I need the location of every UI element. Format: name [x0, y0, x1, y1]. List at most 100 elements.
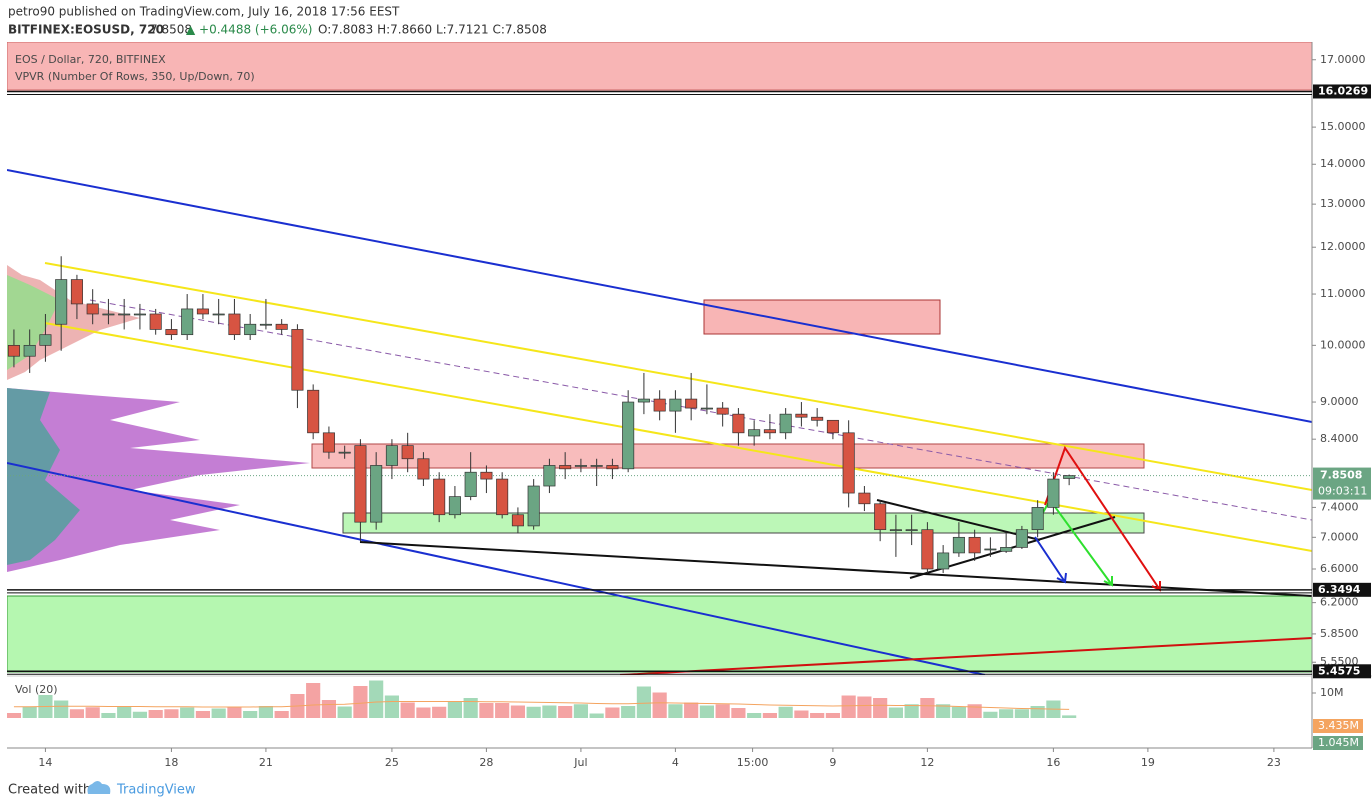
volume-profile [7, 388, 80, 565]
last: 7.8508 [150, 23, 192, 37]
y-tick-label: 7.0000 [1320, 530, 1359, 543]
level-label: 6.3494 [1318, 583, 1361, 596]
x-tick-label: 15:00 [737, 756, 769, 769]
level-label-box [1313, 664, 1371, 679]
trend-line [44, 262, 1312, 491]
volume-profile [7, 388, 310, 572]
trend-line [44, 322, 1312, 552]
countdown: 09:03:11 [1318, 485, 1367, 498]
trend-line [89, 299, 1312, 521]
level-label-box [1313, 582, 1371, 597]
volume-bar [54, 700, 69, 718]
logo [87, 781, 111, 794]
candle-body [779, 413, 792, 434]
x-tick-label: 23 [1267, 756, 1281, 769]
candle-body [858, 492, 871, 505]
y-tick-label: 6.6000 [1320, 562, 1359, 575]
level-label: 5.4575 [1318, 664, 1360, 677]
volume-bar [873, 698, 888, 718]
arrow [1034, 536, 1067, 584]
drawings [7, 42, 1312, 675]
candle-body [212, 313, 225, 316]
candle-body [1031, 507, 1044, 531]
publisher: petro90 published on TradingView.com, Ju… [8, 5, 400, 19]
candle-body [55, 279, 68, 325]
x-tick-label: 18 [164, 756, 178, 769]
volume-bar [589, 713, 604, 718]
candle-body [322, 432, 335, 453]
candle-body [984, 548, 997, 551]
candle-body [527, 485, 540, 527]
volume-bar [495, 703, 510, 718]
zone [311, 443, 1145, 469]
zone [703, 299, 941, 335]
candle-body [23, 344, 36, 357]
candle-body [70, 279, 83, 305]
volume-bar [920, 698, 935, 718]
y-tick-label: 5.8500 [1320, 627, 1359, 640]
series-group [7, 256, 1076, 574]
candle-body [244, 323, 257, 336]
volume-bar [841, 695, 856, 718]
series-group [7, 680, 1077, 718]
y-tick-label: 14.0000 [1320, 157, 1366, 170]
candle-body [732, 413, 745, 434]
candle-body [968, 536, 981, 554]
candle-body [1000, 547, 1013, 552]
volume-title: Vol (20) [15, 683, 58, 696]
x-tick-label: 28 [479, 756, 493, 769]
volume-bar [447, 701, 463, 718]
y-tick-label: 10.0000 [1320, 338, 1366, 351]
candle-body [716, 407, 729, 415]
volume-bar [400, 702, 415, 718]
candle-body [905, 529, 918, 532]
volume-profile [7, 275, 60, 370]
y-tick-label: 8.4000 [1320, 432, 1359, 445]
volume-bar [810, 713, 825, 718]
volume-bar [258, 706, 274, 718]
y-tick-label: 17.0000 [1320, 53, 1366, 66]
candle-body [496, 478, 509, 516]
series-group [7, 90, 1312, 675]
candle-body [574, 465, 587, 467]
volume-bar [526, 706, 541, 718]
volume-bar [605, 707, 620, 718]
trend-line [7, 169, 1312, 423]
candle-body [338, 451, 351, 454]
volume-bar [180, 707, 195, 718]
change: ▲ +0.4488 (+6.06%) [186, 23, 312, 37]
volume-bar [621, 706, 636, 718]
volume-label-box [1313, 736, 1363, 750]
candle-body [433, 478, 446, 516]
volume-bar [652, 692, 667, 718]
candle-body [795, 413, 808, 418]
x-tick-label: 21 [259, 756, 273, 769]
candle-body [480, 471, 493, 480]
candle-body [464, 471, 477, 497]
x-tick-label: 12 [920, 756, 934, 769]
volume-bar [148, 710, 163, 718]
volume-bar [306, 683, 321, 718]
candle-body [118, 313, 131, 316]
candle-body [606, 465, 619, 470]
x-tick-label: 25 [385, 756, 399, 769]
candle-body [7, 344, 20, 357]
footer-created: Created with [8, 783, 91, 798]
trend-line [619, 637, 1312, 675]
volume-bar [699, 705, 714, 718]
candle-body [448, 496, 461, 516]
volume-bar [384, 695, 400, 718]
x-tick-label: 9 [829, 756, 836, 769]
volume-bar [463, 698, 478, 718]
volume-bar [479, 703, 494, 718]
support-zone [7, 595, 1312, 673]
candle-body [748, 429, 761, 437]
volume-bar [227, 706, 242, 718]
candle-body [259, 323, 272, 326]
volume-bar [542, 705, 557, 718]
candle-body [417, 458, 430, 480]
volume-bar [967, 704, 982, 718]
volume-bar [747, 713, 762, 718]
chart-title: EOS / Dollar, 720, BITFINEX [15, 53, 166, 66]
